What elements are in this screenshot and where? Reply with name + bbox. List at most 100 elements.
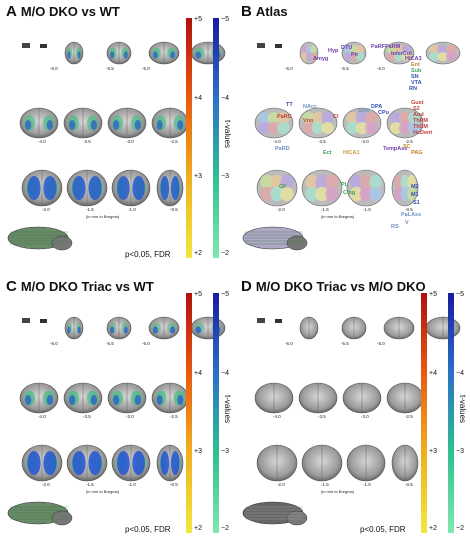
atlas-region-label: NAcc [303, 104, 318, 110]
brain-slice [298, 107, 338, 139]
panel-letter: A [6, 3, 17, 20]
slice-label: -2.5 [170, 139, 178, 144]
atlas-region-label: S2 [413, 106, 420, 112]
colorbar-tick-positive: +3 [429, 448, 437, 455]
atlas-region-label: Hyp [328, 48, 339, 54]
colorbar-tick-positive: +5 [429, 291, 437, 298]
atlas-region-label: OF [279, 184, 287, 190]
slice-label: -3.0 [126, 139, 134, 144]
brain-slice [64, 316, 84, 340]
axis-note: (in mm to Bregma) [321, 489, 355, 494]
pvalue-note: p<0.05, FDR [125, 250, 171, 259]
colorbar-tick-negative: −4 [456, 370, 464, 377]
colorbar-tick-negative: −3 [456, 448, 464, 455]
slice-label: -4.0 [38, 414, 46, 419]
brain-slice [190, 316, 226, 340]
small-slice [22, 318, 30, 323]
atlas-region-label: Pir [351, 52, 359, 58]
slice-label: -5.0 [377, 66, 385, 71]
brain-slice [21, 169, 63, 207]
atlas-region-label: SN [411, 74, 419, 80]
atlas-region-label: HiCA1 [343, 150, 360, 156]
brain-slice [63, 382, 103, 414]
brain-slice [386, 382, 424, 414]
brain-slices: -6.0 -5.5 -5.0 -4.0 -3.5 -3.0 -2.5 -2.0 -1.5 -1.0… [242, 41, 461, 251]
brain-slice [301, 444, 343, 482]
atlas-region-label: PaLAss [401, 212, 422, 218]
brain-slice [386, 107, 424, 139]
brain-slice [19, 107, 59, 139]
brain-slice [21, 444, 63, 482]
atlas-region-label: DTU [341, 45, 353, 51]
slice-label: -5.5 [341, 341, 349, 346]
colorbar-positive [421, 293, 427, 533]
colorbar-tick-positive: +3 [194, 173, 202, 180]
colorbar-tick-negative: −3 [221, 448, 229, 455]
brain-slice [299, 316, 319, 340]
colorbar-positive [186, 18, 192, 258]
slice-label: -5.5 [106, 341, 114, 346]
colorbar-tick-negative: −2 [221, 250, 229, 257]
brain-slice [383, 316, 415, 340]
brain-slice [254, 382, 294, 414]
brain-slices: -6.0 -5.5 -5.0 -4.0 -3.5 -3.0 -2.5 -2.0 -1.5 -1.0… [242, 316, 461, 526]
small-slice [275, 44, 282, 48]
brain-slice [66, 169, 108, 207]
small-slice [257, 43, 265, 48]
atlas-region-label: Cl [333, 114, 339, 120]
colorbar-tick-negative: −3 [221, 173, 229, 180]
atlas-region-label: Ect [323, 150, 332, 156]
pvalue-note: p<0.05, FDR [360, 525, 406, 534]
colorbar-tick-negative: −2 [456, 525, 464, 532]
axis-note: (in mm to Bregma) [321, 214, 355, 219]
brain-slice [301, 169, 343, 207]
slice-label: -1.5 [321, 482, 329, 487]
colorbar-tick-positive: +5 [194, 16, 202, 23]
brain-slice [341, 41, 367, 65]
colorbar-negative [448, 293, 454, 533]
panel-title: B Atlas [241, 3, 288, 20]
colorbar-tick-positive: +2 [194, 525, 202, 532]
atlas-region-label: Aud [413, 112, 424, 118]
colorbar-tick-positive: +4 [194, 95, 202, 102]
slice-label: -2.0 [42, 207, 50, 212]
colorbar-tick-negative: −4 [221, 95, 229, 102]
brain-slice [342, 382, 382, 414]
brain-slice [148, 41, 180, 65]
panel-heading: Atlas [255, 4, 288, 19]
atlas-region-label: V [405, 220, 409, 226]
slice-label: -3.0 [361, 414, 369, 419]
colorbar-title: t-values [458, 395, 467, 424]
small-slice [22, 43, 30, 48]
brain-slice [346, 444, 386, 482]
panel-B: B Atlas -6.0 -5.5 -5.0 -4.0 -3.5 -3.0 -2.5 -2.0 -1… [235, 0, 470, 275]
colorbar-tick-negative: −5 [221, 16, 229, 23]
atlas-region-label: ThSM [413, 124, 428, 130]
slice-label: -2.5 [405, 414, 413, 419]
colorbar-title: t-values [223, 120, 232, 149]
atlas-region-label: Ent [411, 62, 420, 68]
brain-slice [106, 41, 132, 65]
brain-slice [66, 444, 108, 482]
slice-label: -6.0 [50, 341, 58, 346]
brain-slice [156, 444, 184, 482]
slice-label: -0.5 [405, 482, 413, 487]
brain-3d [242, 226, 308, 251]
slice-label: -1.0 [128, 482, 136, 487]
brain-slice [148, 316, 180, 340]
atlas-region-label: CPu [378, 110, 389, 116]
atlas-region-label: S1 [413, 200, 420, 206]
atlas-region-label: DPA [371, 104, 383, 110]
brain-3d [7, 226, 73, 251]
axis-note: (in mm to Bregma) [86, 489, 120, 494]
colorbar-tick-positive: +4 [194, 370, 202, 377]
brain-slice [111, 444, 151, 482]
atlas-region-label: Amyg [313, 56, 329, 62]
pvalue-note: p<0.05, FDR [125, 525, 171, 534]
atlas-region-label: PL [341, 182, 349, 188]
slice-label: -5.0 [377, 341, 385, 346]
colorbar-tick-negative: −4 [221, 370, 229, 377]
small-slice [257, 318, 265, 323]
slice-label: -3.5 [318, 414, 326, 419]
slice-label: -3.0 [361, 139, 369, 144]
